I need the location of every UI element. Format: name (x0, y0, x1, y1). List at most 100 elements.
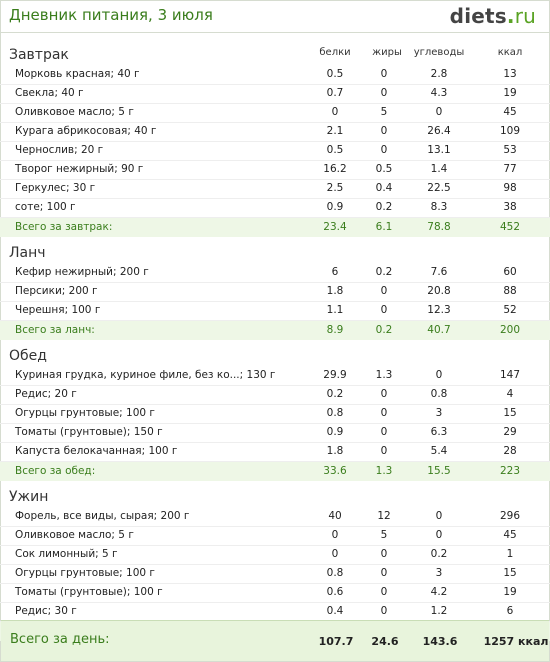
food-carbs: 4.3 (430, 87, 448, 99)
food-fat: 0 (380, 567, 388, 579)
food-row: соте; 100 г 0.9 0.2 8.3 38 (0, 199, 550, 218)
food-fat: 0 (380, 388, 388, 400)
food-protein: 29.9 (323, 369, 347, 381)
food-fat: 0 (380, 68, 388, 80)
meal-title: Завтрак (9, 47, 69, 63)
food-name: Огурцы грунтовые; 100 г (15, 407, 155, 419)
food-kcal: 19 (503, 87, 517, 99)
food-carbs: 26.4 (427, 125, 451, 137)
food-name: Куриная грудка, куриное филе, без ко...;… (15, 369, 276, 381)
food-row: Капуста белокачанная; 100 г 1.8 0 5.4 28 (0, 443, 550, 462)
food-kcal: 38 (503, 201, 517, 213)
food-kcal: 4 (506, 388, 514, 400)
food-name: Оливковое масло; 5 г (15, 529, 134, 541)
food-kcal: 1 (506, 548, 514, 560)
meal-total-fat: 0.2 (375, 324, 393, 336)
column-header-kcal: ккал (497, 47, 523, 58)
food-fat: 0 (380, 144, 388, 156)
food-fat: 5 (380, 529, 388, 541)
food-row: Сок лимонный; 5 г 0 0 0.2 1 (0, 546, 550, 565)
day-total-label: Всего за день: (10, 632, 110, 647)
food-protein: 2.1 (326, 125, 344, 137)
food-name: Морковь красная; 40 г (15, 68, 140, 80)
food-row: Томаты (грунтовые); 150 г 0.9 0 6.3 29 (0, 424, 550, 443)
food-carbs: 5.4 (430, 445, 448, 457)
food-name: Огурцы грунтовые; 100 г (15, 567, 155, 579)
food-kcal: 109 (499, 125, 521, 137)
food-fat: 0.2 (375, 266, 393, 278)
food-carbs: 22.5 (427, 182, 451, 194)
food-carbs: 20.8 (427, 285, 451, 297)
food-name: Оливковое масло; 5 г (15, 106, 134, 118)
food-row: Морковь красная; 40 г 0.5 0 2.8 13 (0, 66, 550, 85)
logo-dot: . (506, 4, 515, 28)
meal-title: Ужин (9, 489, 49, 505)
logo-tld: ru (514, 4, 536, 28)
food-kcal: 29 (503, 426, 517, 438)
food-name: Кефир нежирный; 200 г (15, 266, 149, 278)
food-fat: 0 (380, 125, 388, 137)
meal-section: Ужин Форель, все виды, сырая; 200 г 40 12 0 2… (0, 486, 550, 641)
food-fat: 0 (380, 285, 388, 297)
food-kcal: 45 (503, 529, 517, 541)
header-divider (0, 32, 550, 33)
food-carbs: 3 (435, 407, 443, 419)
food-name: Черешня; 100 г (15, 304, 101, 316)
meal-total-carbs: 40.7 (427, 324, 451, 336)
food-kcal: 60 (503, 266, 517, 278)
food-row: Оливковое масло; 5 г 0 5 0 45 (0, 527, 550, 546)
meal-title: Ланч (9, 245, 46, 261)
food-protein: 40 (328, 510, 342, 522)
meal-total-row: Всего за завтрак: 23.4 6.1 78.8 452 (0, 218, 550, 237)
food-carbs: 1.2 (430, 605, 448, 617)
food-carbs: 12.3 (427, 304, 451, 316)
food-protein: 0.5 (326, 68, 344, 80)
food-row: Огурцы грунтовые; 100 г 0.8 0 3 15 (0, 405, 550, 424)
site-logo[interactable]: diets.ru (450, 4, 536, 28)
food-name: Томаты (грунтовые); 100 г (15, 586, 163, 598)
food-kcal: 147 (499, 369, 521, 381)
food-fat: 0.2 (375, 201, 393, 213)
meal-total-row: Всего за обед: 33.6 1.3 15.5 223 (0, 462, 550, 481)
food-fat: 12 (377, 510, 391, 522)
meal-total-row: Всего за ланч: 8.9 0.2 40.7 200 (0, 321, 550, 340)
food-protein: 0.8 (326, 567, 344, 579)
food-name: Творог нежирный; 90 г (15, 163, 144, 175)
food-kcal: 28 (503, 445, 517, 457)
food-protein: 0.4 (326, 605, 344, 617)
food-row: Огурцы грунтовые; 100 г 0.8 0 3 15 (0, 565, 550, 584)
food-row: Персики; 200 г 1.8 0 20.8 88 (0, 283, 550, 302)
food-protein: 0.2 (326, 388, 344, 400)
food-fat: 1.3 (375, 369, 393, 381)
food-carbs: 0 (435, 106, 443, 118)
food-row: Черешня; 100 г 1.1 0 12.3 52 (0, 302, 550, 321)
food-row: Кефир нежирный; 200 г 6 0.2 7.6 60 (0, 264, 550, 283)
food-kcal: 88 (503, 285, 517, 297)
food-name: Форель, все виды, сырая; 200 г (15, 510, 190, 522)
food-kcal: 296 (499, 510, 521, 522)
meal-total-kcal: 452 (499, 221, 521, 233)
meal-section: Завтрак белки жиры углеводы ккал Морковь крас… (0, 44, 550, 237)
meal-total-kcal: 200 (499, 324, 521, 336)
food-protein: 1.1 (326, 304, 344, 316)
meal-total-label: Всего за ланч: (15, 324, 95, 336)
food-name: Персики; 200 г (15, 285, 98, 297)
food-protein: 0.9 (326, 426, 344, 438)
food-fat: 0 (380, 548, 388, 560)
meal-total-protein: 8.9 (326, 324, 344, 336)
meal-total-carbs: 15.5 (427, 465, 451, 477)
food-carbs: 1.4 (430, 163, 448, 175)
food-protein: 0.9 (326, 201, 344, 213)
food-protein: 0.7 (326, 87, 344, 99)
meal-total-label: Всего за обед: (15, 465, 96, 477)
food-name: Курага абрикосовая; 40 г (15, 125, 157, 137)
meal-title: Обед (9, 348, 47, 364)
meal-total-carbs: 78.8 (427, 221, 451, 233)
food-kcal: 52 (503, 304, 517, 316)
logo-main: diets (449, 4, 507, 28)
food-carbs: 0 (435, 529, 443, 541)
column-header-carbs: углеводы (413, 47, 465, 58)
meal-section: Ланч Кефир нежирный; 200 г 6 0.2 7.6 60 Персик… (0, 242, 550, 340)
food-kcal: 15 (503, 407, 517, 419)
food-row: Чернослив; 20 г 0.5 0 13.1 53 (0, 142, 550, 161)
